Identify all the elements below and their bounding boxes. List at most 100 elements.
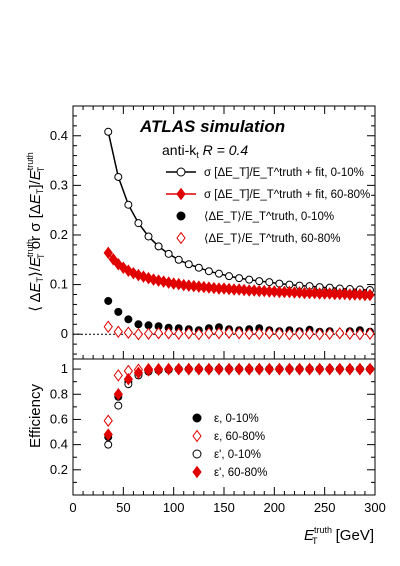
x-axis-title: Etruth T [GeV] — [304, 525, 374, 546]
upper-series-3-point — [133, 327, 144, 341]
upper-series-0-point — [214, 269, 223, 278]
upper-series-1-point — [143, 271, 154, 285]
lower-series-3-point — [315, 362, 325, 376]
upper-series-0-point — [154, 242, 163, 251]
x-tick-label: 300 — [364, 500, 386, 515]
lower-y-tick-label: 0.6 — [50, 411, 68, 426]
lower-y-tick-label: 1 — [61, 361, 68, 376]
upper-series-3-point — [274, 327, 284, 340]
lower-series-3-point — [244, 362, 254, 376]
upper-y-tick-label: 0 — [61, 326, 68, 341]
lower-series-3-point — [234, 362, 244, 376]
legend-label: ε', 60-80% — [214, 467, 267, 479]
lower-series-3-point — [174, 362, 184, 376]
lower-series-1-point — [103, 414, 113, 427]
upper-y-tick-label: 0.4 — [50, 128, 68, 143]
upper-series-3-point — [264, 326, 274, 340]
lower-series-3-point — [254, 362, 264, 376]
upper-series-3-point — [244, 327, 254, 340]
upper-series-0-point — [174, 255, 183, 264]
legend-label: ε', 0-10% — [214, 449, 261, 461]
upper-series-3-point — [254, 327, 264, 340]
legend-label: ⟨ΔE_T⟩/E_T^truth, 60-80% — [204, 232, 340, 245]
upper-series-3-point — [214, 326, 224, 340]
upper-series-3-point — [153, 326, 164, 340]
legend-label: ε, 60-80% — [214, 431, 265, 443]
upper-series-1-point — [365, 288, 375, 302]
upper-series-3-point — [234, 326, 244, 340]
upper-series-3-point — [315, 327, 325, 341]
x-tick-label: 100 — [163, 500, 185, 515]
legend-marker — [176, 167, 186, 177]
legend-marker — [176, 231, 186, 245]
upper-series-3-point — [365, 327, 375, 340]
x-tick-label: 50 — [116, 500, 130, 515]
upper-series-3-point — [335, 326, 345, 340]
upper-series-2-point — [134, 320, 143, 329]
upper-series-0-point — [204, 267, 213, 276]
legend-marker — [192, 413, 202, 423]
lower-y-tick-label: 0.4 — [50, 437, 68, 452]
upper-series-3-point — [294, 327, 305, 340]
upper-y-tick-label: 0.2 — [50, 227, 68, 242]
upper-series-3-point — [325, 327, 335, 340]
lower-series-3-point — [355, 362, 365, 376]
legend-marker — [176, 187, 186, 201]
upper-series-0-point — [134, 219, 143, 228]
upper-series-3-point — [345, 327, 355, 340]
lower-y-tick-label: 0.8 — [50, 386, 68, 401]
lower-panel: 0 50 100 150 200 250 300 0.2 0.4 0.6 0.8 1 — [50, 361, 386, 515]
legend-label: σ [ΔE_T]/E_T^truth + fit, 0-10% — [204, 167, 364, 179]
lower-y-axis-title: Efficiency — [27, 384, 44, 448]
upper-series-3-point — [284, 327, 295, 341]
upper-panel: 0 0.1 0.2 0.3 0.4 — [50, 106, 376, 359]
lower-series-3-point — [143, 364, 154, 377]
lower-series-3-point — [103, 428, 113, 441]
lower-y-tick-label: 0.2 — [50, 462, 68, 477]
upper-series-0-point — [184, 260, 193, 269]
lower-series-3-point — [274, 362, 284, 376]
lower-series-2-point — [114, 401, 123, 410]
upper-series-1-point — [108, 253, 118, 266]
lower-series-2-point — [104, 440, 113, 449]
x-tick-label: 200 — [263, 500, 285, 515]
upper-series-3-point — [304, 327, 315, 340]
upper-series-0-point — [245, 275, 254, 284]
upper-series-2-point — [114, 307, 123, 316]
svg-text:⟨ ΔET⟩/EtruthT or σ [ΔET]/Etr: ⟨ ΔET⟩/EtruthT or σ [ΔET]/EtruthT — [25, 152, 46, 311]
upper-series-0-point — [255, 277, 264, 286]
lower-series-3-point — [304, 362, 315, 376]
upper-y-tick-label: 0.1 — [50, 277, 68, 292]
upper-series-1-point — [103, 246, 113, 260]
upper-y-tick-label: 0.3 — [50, 177, 68, 192]
upper-series-3-point — [143, 327, 154, 340]
upper-series-0-point — [144, 232, 153, 241]
legend-marker — [192, 449, 202, 459]
algorithm-label: anti-kt R = 0.4 — [162, 142, 248, 160]
upper-series-0-point — [225, 272, 234, 281]
lower-series-3-point — [164, 362, 174, 376]
x-tick-label: 150 — [213, 500, 235, 515]
lower-series-1-point — [113, 369, 123, 382]
lower-series-3-point — [214, 362, 224, 376]
upper-series-0-point — [164, 249, 173, 258]
lower-series-3-point — [264, 362, 274, 376]
upper-series-3-point — [164, 326, 174, 340]
upper-series-0-point — [104, 127, 113, 136]
lower-series-3-point — [113, 388, 123, 401]
lower-series-3-point — [204, 362, 214, 376]
upper-y-axis-title: ⟨ ΔET⟩/EtruthT or σ [ΔET]/EtruthT — [25, 152, 46, 311]
upper-series-0-point — [265, 278, 274, 287]
experiment-label: ATLAS simulation — [139, 117, 285, 136]
upper-series-3-point — [113, 325, 123, 338]
lower-series-3-point — [294, 362, 305, 376]
lower-series-3-point — [365, 362, 375, 376]
upper-series-3-point — [184, 326, 194, 340]
legend-label: ε, 0-10% — [214, 413, 259, 425]
lower-series-3-point — [284, 362, 295, 376]
lower-series-3-point — [345, 362, 355, 376]
lower-series-3-point — [184, 362, 194, 376]
legend-label: σ [ΔE_T]/E_T^truth + fit, 60-80% — [204, 189, 370, 201]
lower-series-3-point — [224, 362, 234, 376]
